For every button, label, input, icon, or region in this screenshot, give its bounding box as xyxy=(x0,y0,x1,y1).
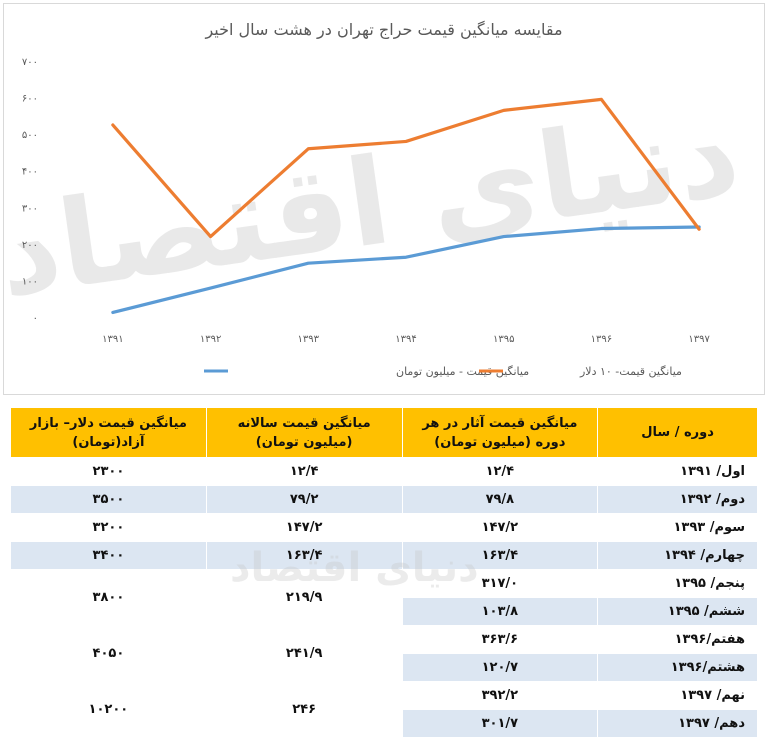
y-tick-label: ۶۰۰ xyxy=(22,94,38,105)
legend-label: میانگین قیمت- ۱۰ دلار xyxy=(579,365,682,378)
y-tick-label: ۰ xyxy=(33,313,38,324)
header-annual-avg: میانگین قیمت سالانه (میلیون تومان) xyxy=(205,407,403,458)
x-tick-label: ۱۳۹۵ xyxy=(493,334,514,345)
cell-period-avg: ۱۴۷/۲ xyxy=(401,513,599,542)
chart-title: مقایسه میانگین قیمت حراج تهران در هشت سا… xyxy=(204,20,562,40)
cell-annual-avg: ۲۴۶ xyxy=(205,681,403,738)
table-row: نهم/ ۱۳۹۷ ۳۹۲/۲ ۲۴۶ ۱۰۲۰۰ xyxy=(10,681,758,738)
x-tick-label: ۱۳۹۴ xyxy=(395,334,416,345)
y-tick-label: ۴۰۰ xyxy=(22,167,38,178)
header-dollar-price: میانگین قیمت دلار– بازار آزاد(تومان) xyxy=(10,407,207,458)
y-tick-label: ۵۰۰ xyxy=(22,130,38,141)
chart-watermark: دنیای اقتصاد xyxy=(4,83,747,324)
cell-period-avg: ۱۰۳/۸ xyxy=(401,597,599,626)
price-table-container: دوره / سال میانگین قیمت آثار در هر دوره … xyxy=(10,407,758,738)
cell-dollar-price: ۴۰۵۰ xyxy=(10,625,207,682)
cell-period: چهارم/ ۱۳۹۴ xyxy=(597,541,758,570)
cell-dollar-price: ۳۵۰۰ xyxy=(10,485,207,514)
cell-period-avg: ۷۹/۸ xyxy=(401,485,599,514)
cell-period-avg: ۳۱۷/۰ xyxy=(401,569,599,598)
cell-annual-avg: ۷۹/۲ xyxy=(205,485,403,514)
x-tick-label: ۱۳۹۶ xyxy=(591,334,612,345)
cell-dollar-price: ۳۴۰۰ xyxy=(10,541,207,570)
cell-period: ششم/ ۱۳۹۵ xyxy=(597,597,758,626)
y-tick-label: ۱۰۰ xyxy=(22,276,38,287)
x-tick-label: ۱۳۹۳ xyxy=(298,334,320,345)
header-period: دوره / سال xyxy=(597,407,758,458)
table-row: هفتم/۱۳۹۶ ۳۶۳/۶ ۲۴۱/۹ ۴۰۵۰ xyxy=(10,625,758,682)
line-chart: مقایسه میانگین قیمت حراج تهران در هشت سا… xyxy=(4,20,747,378)
x-tick-label: ۱۳۹۱ xyxy=(102,334,123,345)
cell-period: دهم/ ۱۳۹۷ xyxy=(597,709,758,738)
cell-period-avg: ۱۲۰/۷ xyxy=(401,653,599,682)
y-tick-label: ۲۰۰ xyxy=(22,240,38,251)
cell-dollar-price: ۱۰۲۰۰ xyxy=(10,681,207,738)
cell-period-avg: ۳۶۳/۶ xyxy=(401,625,599,654)
table-row: پنجم/ ۱۳۹۵ ۳۱۷/۰ ۲۱۹/۹ ۳۸۰۰ xyxy=(10,569,758,626)
table-row: اول/ ۱۳۹۱ ۱۲/۴ ۱۲/۴ ۲۳۰۰ xyxy=(10,457,758,486)
cell-period: اول/ ۱۳۹۱ xyxy=(597,457,758,486)
table-row: سوم/ ۱۳۹۳ ۱۴۷/۲ ۱۴۷/۲ ۳۲۰۰ xyxy=(10,513,758,542)
cell-dollar-price: ۲۳۰۰ xyxy=(10,457,207,486)
chart-legend: میانگین قیمت - میلیون تومان میانگین قیمت-… xyxy=(204,365,682,378)
cell-period-avg: ۱۲/۴ xyxy=(401,457,599,486)
x-axis-ticks: ۱۳۹۱ ۱۳۹۲ ۱۳۹۳ ۱۳۹۴ ۱۳۹۵ ۱۳۹۶ ۱۳۹۷ xyxy=(102,334,710,345)
cell-period: هشتم/۱۳۹۶ xyxy=(597,653,758,682)
cell-period-avg: ۱۶۳/۴ xyxy=(401,541,599,570)
chart-container: مقایسه میانگین قیمت حراج تهران در هشت سا… xyxy=(3,3,765,395)
cell-dollar-price: ۳۲۰۰ xyxy=(10,513,207,542)
series-line-2 xyxy=(111,97,701,239)
cell-period: نهم/ ۱۳۹۷ xyxy=(597,681,758,710)
y-tick-label: ۷۰۰ xyxy=(22,57,38,68)
price-table: دوره / سال میانگین قیمت آثار در هر دوره … xyxy=(10,407,758,738)
cell-annual-avg: ۲۱۹/۹ xyxy=(205,569,403,626)
cell-period-avg: ۳۰۱/۷ xyxy=(401,709,599,738)
cell-period: هفتم/۱۳۹۶ xyxy=(597,625,758,654)
series-line-1 xyxy=(111,225,701,315)
table-header-row: دوره / سال میانگین قیمت آثار در هر دوره … xyxy=(10,407,758,458)
y-axis-ticks: ۰ ۱۰۰ ۲۰۰ ۳۰۰ ۴۰۰ ۵۰۰ ۶۰۰ ۷۰۰ xyxy=(22,57,38,324)
x-tick-label: ۱۳۹۷ xyxy=(688,334,710,345)
series-lines xyxy=(111,97,701,315)
x-tick-label: ۱۳۹۲ xyxy=(200,334,221,345)
cell-period: سوم/ ۱۳۹۳ xyxy=(597,513,758,542)
cell-annual-avg: ۱۴۷/۲ xyxy=(205,513,403,542)
table-row: چهارم/ ۱۳۹۴ ۱۶۳/۴ ۱۶۳/۴ ۳۴۰۰ xyxy=(10,541,758,570)
legend-label: میانگین قیمت - میلیون تومان xyxy=(396,365,529,378)
cell-annual-avg: ۱۶۳/۴ xyxy=(205,541,403,570)
cell-period: دوم/ ۱۳۹۲ xyxy=(597,485,758,514)
cell-period: پنجم/ ۱۳۹۵ xyxy=(597,569,758,598)
table-row: دوم/ ۱۳۹۲ ۷۹/۸ ۷۹/۲ ۳۵۰۰ xyxy=(10,485,758,514)
header-period-avg: میانگین قیمت آثار در هر دوره (میلیون توم… xyxy=(401,407,599,458)
y-tick-label: ۳۰۰ xyxy=(22,203,38,214)
cell-period-avg: ۳۹۲/۲ xyxy=(401,681,599,710)
cell-annual-avg: ۱۲/۴ xyxy=(205,457,403,486)
cell-annual-avg: ۲۴۱/۹ xyxy=(205,625,403,682)
table-row: ششم/ ۱۳۹۵ ۱۰۳/۸ xyxy=(11,597,758,626)
cell-dollar-price: ۳۸۰۰ xyxy=(10,569,207,626)
